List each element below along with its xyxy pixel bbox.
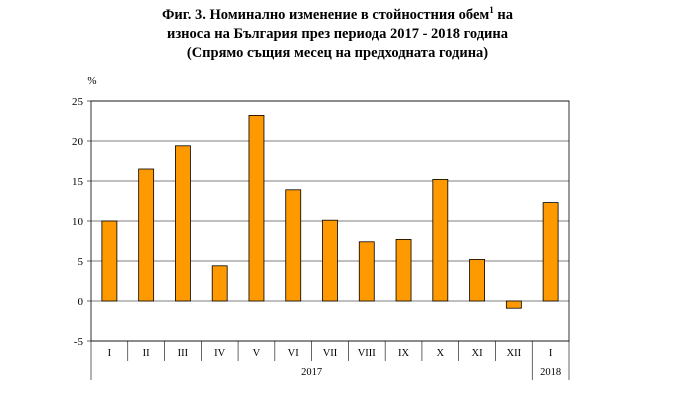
x-tick-label: VII: [323, 348, 338, 359]
x-tick-label: I: [108, 348, 112, 359]
y-axis-label: %: [87, 75, 96, 87]
bar: [101, 220, 118, 302]
y-tick-label: 25: [72, 96, 84, 108]
x-tick-label: VIII: [358, 348, 377, 359]
bar: [248, 115, 265, 302]
bar: [358, 241, 375, 302]
bar: [138, 168, 155, 302]
year-label: 2017: [301, 367, 322, 378]
x-tick-label: IV: [214, 348, 225, 359]
bar: [285, 189, 302, 302]
bar: [211, 265, 228, 302]
chart-title: Фиг. 3. Номинално изменение в стойностни…: [0, 6, 675, 63]
bar: [542, 202, 559, 302]
plot-frame: [90, 100, 570, 342]
bars: [101, 115, 559, 309]
year-label: 2018: [540, 367, 561, 378]
title-line-2: износа на България през периода 2017 - 2…: [166, 26, 508, 42]
y-tick-label: 5: [78, 256, 84, 268]
bar: [322, 219, 338, 302]
y-tick-label: 0: [78, 296, 84, 308]
bar: [432, 178, 449, 302]
bar: [505, 300, 522, 309]
x-tick-label: IX: [398, 348, 409, 359]
y-tick-label: 15: [72, 176, 84, 188]
x-tick-label: X: [437, 348, 445, 359]
title-line-3: (Спрямо същия месец на предходната годин…: [186, 45, 489, 61]
x-tick-label: XII: [507, 348, 522, 359]
x-tick-label: III: [178, 348, 189, 359]
y-tick-label: -5: [74, 336, 84, 348]
y-tick-label: 20: [72, 136, 84, 148]
y-tick-label: 10: [72, 216, 84, 228]
bar: [175, 145, 191, 302]
x-tick-label: VI: [288, 348, 300, 359]
title-line-1: Фиг. 3. Номинално изменение в стойностни…: [161, 5, 514, 24]
x-tick-label: V: [253, 348, 261, 359]
x-tick-label: I: [549, 348, 553, 359]
x-tick-label: XI: [472, 348, 484, 359]
x-tick-label: II: [143, 348, 150, 359]
bar: [395, 238, 412, 302]
bar: [469, 258, 485, 302]
